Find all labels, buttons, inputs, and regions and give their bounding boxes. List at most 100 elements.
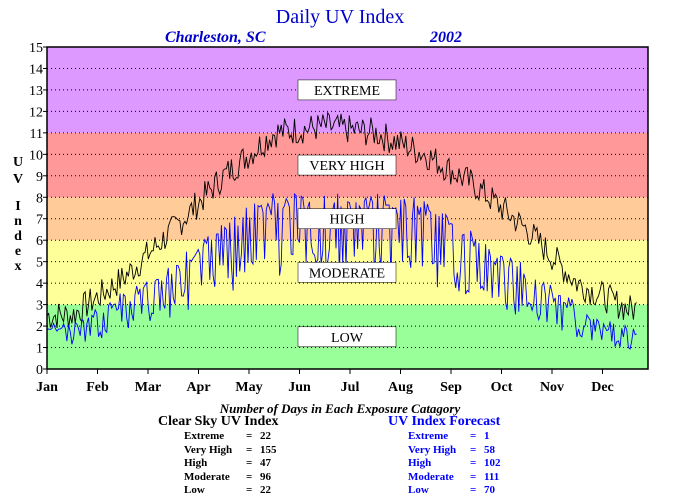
y-tick-label: 9 — [36, 170, 43, 185]
year-label: 2002 — [429, 29, 462, 46]
stats-row-value: 96 — [260, 470, 271, 483]
stats-row-value: 47 — [260, 457, 271, 469]
stats-row: Extreme = 1 — [408, 430, 501, 444]
stats-row: High = 102 — [408, 457, 501, 471]
location-label: Charleston, SC — [165, 29, 266, 46]
y-axis-label-letter: V — [13, 172, 23, 187]
stats-row-equals: = — [246, 457, 253, 469]
stats-row: Moderate = 111 — [408, 471, 501, 485]
band-label-text: HIGH — [330, 213, 365, 228]
stats-row-equals: = — [470, 430, 477, 442]
band-labels: LOW MODERATE HIGH VERY HIGH EXTREME — [297, 79, 397, 348]
band-label-text: VERY HIGH — [309, 159, 384, 174]
band-label-box — [297, 262, 397, 283]
stats-row-equals: = — [246, 484, 253, 496]
stats-row: Extreme = 22 — [184, 430, 278, 444]
stats-row-equals: = — [246, 470, 253, 483]
x-tick-label: Sep — [440, 380, 462, 395]
clear-sky-line — [46, 111, 637, 329]
stats-row-value: 111 — [484, 470, 500, 483]
forecast-title: UV Index Forecast — [388, 414, 501, 429]
stats-row-value: 22 — [260, 430, 271, 442]
y-tick-label: 2 — [36, 320, 43, 335]
y-tick-label: 15 — [29, 41, 43, 56]
y-tick-label: 1 — [36, 342, 43, 357]
y-tick-label: 7 — [36, 213, 43, 228]
y-axis-label-letter: n — [14, 214, 22, 229]
y-tick-label: 13 — [29, 84, 43, 99]
stats-row-label: Extreme — [408, 430, 449, 442]
stats-row-label: Extreme — [184, 430, 225, 442]
band-label-box — [297, 326, 397, 348]
x-tick-label: Aug — [388, 380, 413, 395]
y-axis-label-letter: I — [15, 199, 20, 214]
y-tick-label: 8 — [36, 191, 43, 206]
stats-row-value: 22 — [260, 484, 271, 496]
stats-row: Moderate = 96 — [184, 471, 278, 485]
stats-row-value: 155 — [260, 443, 277, 456]
y-axis-label-letter: d — [14, 229, 22, 244]
stats-row-equals: = — [470, 443, 477, 456]
y-axis-label-letter: x — [15, 259, 22, 274]
forecast-line — [46, 192, 637, 350]
stats-row-equals: = — [470, 457, 477, 469]
stats-row-value: 102 — [484, 457, 501, 469]
stats-row: Low = 70 — [408, 484, 501, 498]
y-tick-label: 3 — [36, 299, 43, 314]
stats-row: Very High = 58 — [408, 444, 501, 458]
stats-row-label: Low — [408, 484, 429, 496]
y-tick-label: 11 — [30, 127, 43, 142]
clear-sky-title: Clear Sky UV Index — [158, 414, 279, 429]
stats-row: High = 47 — [184, 457, 278, 471]
stats-row-equals: = — [246, 443, 253, 456]
y-tick-label: 10 — [29, 148, 43, 163]
y-axis-label-letter: U — [13, 155, 23, 170]
y-tick-label: 6 — [36, 234, 43, 249]
y-tick-label: 14 — [29, 62, 43, 77]
x-tick-label: Jan — [36, 380, 58, 395]
stats-row-label: Moderate — [408, 470, 454, 483]
y-tick-label: 5 — [36, 256, 43, 271]
x-tick-label: May — [235, 380, 262, 395]
y-tick-label: 0 — [36, 363, 43, 378]
x-tick-label: Apr — [186, 380, 210, 395]
stats-row-label: High — [408, 457, 432, 469]
clear-sky-stats: Clear Sky UV Index Extreme = 22 Very High = 1… — [158, 414, 278, 498]
band-label-text: MODERATE — [309, 266, 385, 281]
stats-row-label: Low — [184, 484, 205, 496]
stats-row-label: High — [184, 457, 208, 469]
x-tick-label: Nov — [540, 380, 564, 395]
band-label-text: EXTREME — [314, 84, 380, 99]
y-tick-label: 12 — [29, 105, 43, 120]
plot-frame — [46, 46, 649, 370]
x-tick-label: Feb — [86, 380, 109, 395]
stats-row-equals: = — [470, 484, 477, 496]
x-tick-label: Dec — [591, 380, 614, 395]
stats-row-value: 70 — [484, 484, 495, 496]
x-tick-label: Mar — [135, 380, 161, 395]
series-lines — [46, 111, 637, 350]
clear-sky-rows: Extreme = 22 Very High = 155 High = 47 Moderate = 9… — [158, 430, 278, 498]
band-label-text: LOW — [331, 331, 364, 346]
chart-title: Daily UV Index — [276, 6, 405, 28]
x-tick-label: Jul — [341, 380, 360, 395]
stats-row-label: Very High — [408, 443, 457, 456]
stats-row-equals: = — [246, 430, 253, 442]
x-tick-label: Oct — [491, 380, 513, 395]
stats-row-equals: = — [470, 470, 477, 483]
band-label-box — [297, 79, 397, 101]
band-label-box — [297, 154, 397, 176]
stats-row-label: Moderate — [184, 470, 230, 483]
y-axis-label-letter: e — [15, 244, 21, 259]
stats-row-value: 1 — [484, 430, 490, 442]
x-axis-ticks: Jan Feb Mar Apr May Jun Jul Aug Sep Oct Nov Dec — [36, 369, 614, 395]
band-label-box — [297, 208, 397, 229]
stats-row-value: 58 — [484, 443, 495, 456]
stats-heading: Number of Days in Each Exposure Catagory — [219, 401, 461, 416]
stats-row: Very High = 155 — [184, 444, 278, 458]
stats-row: Low = 22 — [184, 484, 278, 498]
stats-row-label: Very High — [184, 443, 233, 456]
